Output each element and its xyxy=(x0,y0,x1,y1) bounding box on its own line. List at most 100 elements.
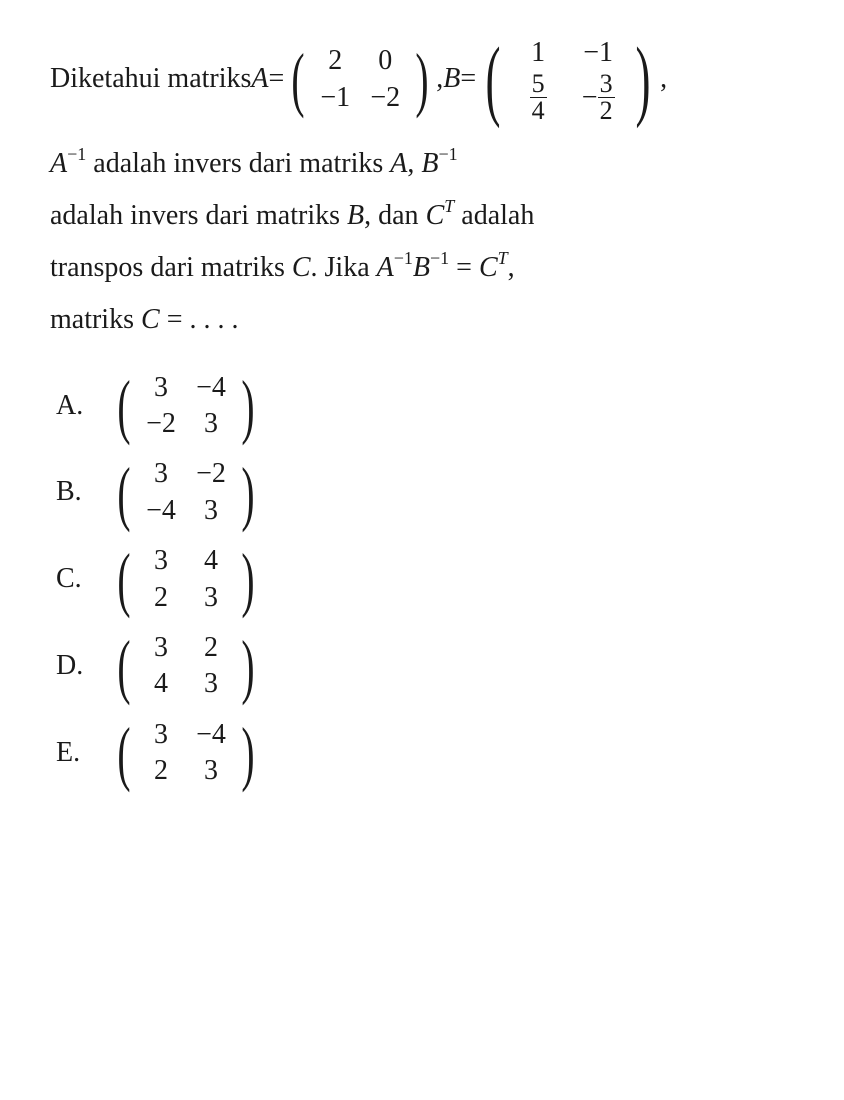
intro-text: Diketahui matriks xyxy=(50,57,251,102)
problem-statement: Diketahui matriks A = ( 2 0 −1 −2 ) , B … xyxy=(50,35,794,789)
body-line-3: transpos dari matriks C. Jika A−1B−1 = C… xyxy=(50,242,794,294)
matrix-cell: 3 xyxy=(186,406,236,442)
var: B xyxy=(421,148,438,179)
matrix-cell: 3 xyxy=(136,630,186,666)
matrix-cell: 3 xyxy=(186,493,236,529)
text: . Jika xyxy=(311,252,377,283)
rparen: ) xyxy=(241,554,254,604)
option-matrix: (3243) xyxy=(112,630,260,703)
matrix-cell: 2 xyxy=(136,753,186,789)
matrix-content: 3−2−43 xyxy=(136,456,236,529)
var: A xyxy=(390,148,407,179)
option-row: E.(3−423) xyxy=(50,717,794,790)
matrix-cell: 3 xyxy=(186,666,236,702)
matrix-cell: 3 xyxy=(136,456,186,492)
matrix-A: ( 2 0 −1 −2 ) xyxy=(286,43,434,116)
text: , xyxy=(407,148,421,179)
rparen: ) xyxy=(416,54,429,104)
answer-options: A.(3−4−23)B.(3−2−43)C.(3423)D.(3243)E.(3… xyxy=(50,370,794,790)
option-label: D. xyxy=(50,644,110,689)
lparen: ( xyxy=(117,381,130,431)
var: C xyxy=(479,252,498,283)
text: transpos dari matriks xyxy=(50,252,292,283)
matrix-cell: −2 xyxy=(186,456,236,492)
lparen: ( xyxy=(117,728,130,778)
option-label: C. xyxy=(50,557,110,602)
matrix-cell: −1 xyxy=(310,80,360,116)
var: A xyxy=(377,252,394,283)
option-matrix: (3−4−23) xyxy=(112,370,260,443)
matrix-cell: −4 xyxy=(186,370,236,406)
lparen: ( xyxy=(117,641,130,691)
option-matrix: (3−2−43) xyxy=(112,456,260,529)
matrix-cell: 2 xyxy=(136,580,186,616)
matrix-cell: 4 xyxy=(136,666,186,702)
matrix-A-content: 2 0 −1 −2 xyxy=(310,43,410,116)
sup: −1 xyxy=(394,248,413,268)
matrix-cell: 4 xyxy=(186,543,236,579)
matrix-cell: 0 xyxy=(360,43,410,79)
option-row: B.(3−2−43) xyxy=(50,456,794,529)
var: A xyxy=(50,148,67,179)
sup: −1 xyxy=(67,144,86,164)
matrix-cell: −2 xyxy=(136,406,186,442)
text: adalah invers dari matriks xyxy=(50,200,347,231)
minus-sign: − xyxy=(582,80,598,116)
matrix-content: 3243 xyxy=(136,630,236,703)
matrix-cell: −4 xyxy=(186,717,236,753)
sup: −1 xyxy=(430,248,449,268)
lparen: ( xyxy=(292,54,305,104)
rparen: ) xyxy=(241,468,254,518)
lparen: ( xyxy=(117,468,130,518)
fraction: 5 4 xyxy=(530,71,547,124)
text: matriks xyxy=(50,304,141,335)
neg-fraction: − 3 2 xyxy=(582,71,615,124)
lparen: ( xyxy=(486,46,501,114)
matrix-cell: −2 xyxy=(360,80,410,116)
option-row: C.(3423) xyxy=(50,543,794,616)
body-line-1: A−1 adalah invers dari matriks A, B−1 xyxy=(50,138,794,190)
matrix-cell: 1 xyxy=(508,35,568,71)
text: , xyxy=(508,252,515,283)
option-row: D.(3243) xyxy=(50,630,794,703)
matrix-cell: −1 xyxy=(568,35,628,71)
rparen: ) xyxy=(636,46,651,114)
option-label: A. xyxy=(50,384,110,429)
sup: −1 xyxy=(439,144,458,164)
trailing-comma: , xyxy=(660,57,667,102)
equals-1: = xyxy=(269,57,285,102)
var: C xyxy=(426,200,445,231)
body-line-4: matriks C = . . . . xyxy=(50,294,794,346)
matrix-cell: 3 xyxy=(186,580,236,616)
var: C xyxy=(292,252,311,283)
option-label: B. xyxy=(50,470,110,515)
matrix-cell: 2 xyxy=(310,43,360,79)
sup: T xyxy=(498,248,508,268)
matrix-content: 3−423 xyxy=(136,717,236,790)
option-row: A.(3−4−23) xyxy=(50,370,794,443)
matrix-cell: − 3 2 xyxy=(568,71,628,124)
text: adalah invers dari matriks xyxy=(93,148,390,179)
given-line: Diketahui matriks A = ( 2 0 −1 −2 ) , B … xyxy=(50,35,794,124)
matrix-cell: 3 xyxy=(186,753,236,789)
rparen: ) xyxy=(241,728,254,778)
option-matrix: (3423) xyxy=(112,543,260,616)
matrix-cell: 5 4 xyxy=(508,71,568,124)
var-B: B xyxy=(443,57,460,102)
body-line-2: adalah invers dari matriks B, dan CT ada… xyxy=(50,190,794,242)
text: , dan xyxy=(364,200,425,231)
equals-2: = xyxy=(460,57,476,102)
matrix-cell: 3 xyxy=(136,717,186,753)
sup: T xyxy=(444,196,454,216)
var: C xyxy=(141,304,160,335)
option-label: E. xyxy=(50,731,110,776)
matrix-cell: −4 xyxy=(136,493,186,529)
rparen: ) xyxy=(241,641,254,691)
matrix-cell: 3 xyxy=(136,543,186,579)
text: = xyxy=(449,252,479,283)
matrix-cell: 2 xyxy=(186,630,236,666)
matrix-content: 3423 xyxy=(136,543,236,616)
matrix-B: ( 1 −1 5 4 − xyxy=(478,35,658,124)
text: = . . . . xyxy=(160,304,239,335)
matrix-cell: 3 xyxy=(136,370,186,406)
